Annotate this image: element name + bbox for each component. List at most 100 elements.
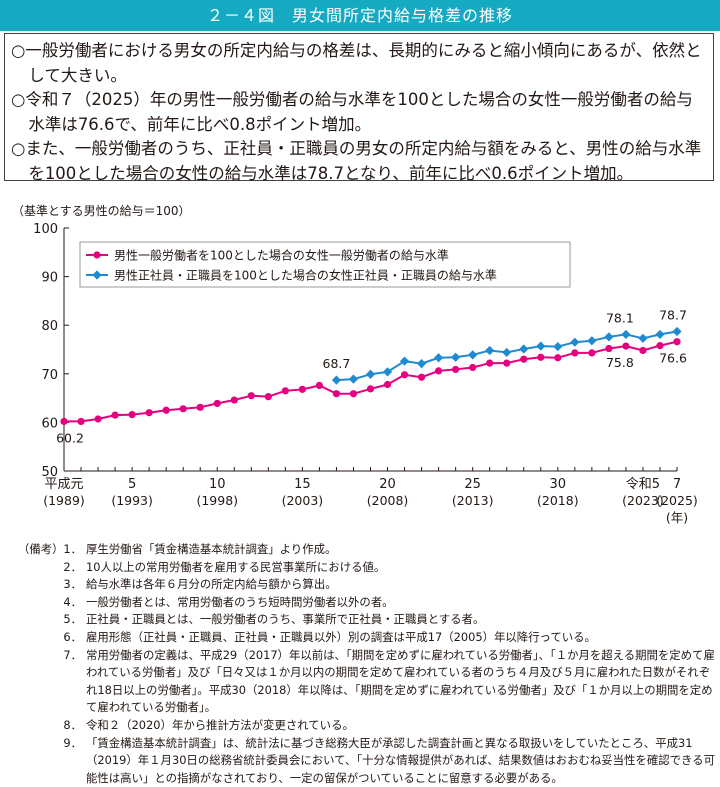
summary-line: ○また、一般労働者のうち、正社員・正職員の男女の所定内給与額をみると、男性の給与… (11, 139, 702, 183)
data-point (400, 371, 409, 379)
note-item: 5． 正社員・正職員とは、一般労働者のうち、事業所で正社員・正職員とする者。 (18, 611, 718, 629)
notes-section: （備考） 1． 厚生労働省「賃金構造基本統計調査」より作成。 2． 10人以上の常用労… (18, 541, 718, 787)
note-item: （備考） 1． 厚生労働省「賃金構造基本統計調査」より作成。 (18, 541, 718, 559)
x-tick-label: 5 (128, 477, 136, 492)
data-point (332, 390, 341, 398)
data-point (605, 344, 613, 353)
note-item: 8． 令和２（2020）年から推計方法が変更されている。 (18, 717, 718, 735)
x-tick-label: 10 (209, 477, 226, 492)
data-label: 68.7 (323, 356, 351, 371)
data-point (485, 345, 495, 356)
x-tick-label: 20 (379, 477, 396, 492)
data-label: 75.8 (606, 355, 634, 370)
note-item: 6． 雇用形態（正社員・正職員、正社員・正職員以外）別の調査は平成17（2005）… (18, 629, 718, 647)
note-item: 3． 給与水準は各年６月分の所定内給与額から算出。 (18, 576, 718, 594)
data-point (571, 349, 579, 357)
legend-box (79, 241, 571, 288)
data-point (383, 380, 392, 389)
data-point (365, 369, 376, 379)
data-point (622, 342, 630, 350)
data-point (638, 333, 648, 343)
summary-line: ○一般労働者における男女の所定内給与の格差は、長期的にみると縮小傾向にあるが、依… (11, 41, 702, 85)
data-point (621, 329, 631, 340)
data-point (230, 396, 238, 404)
data-point (162, 406, 170, 414)
data-point (196, 403, 204, 411)
note-item: 9． 「賃金構造基本統計調査」は、統計法に基づき総務大臣が承認した調査計画と異なる… (18, 735, 718, 787)
data-point (281, 387, 289, 395)
x-tick-sublabel: (2023) (622, 493, 664, 508)
note-number: 1． (63, 542, 82, 556)
data-point (655, 329, 665, 340)
line-chart: （基準とする男性の給与＝100）5060708090100平成元(1989)5(… (12, 203, 698, 525)
x-tick-sublabel: (2013) (452, 493, 494, 508)
y-tick-label: 70 (41, 368, 58, 383)
series-line (64, 340, 678, 423)
data-point (111, 411, 119, 419)
note-text: 10人以上の常用労働者を雇用する民営事業所における値。 (86, 559, 386, 574)
note-text: 雇用形態（正社員・正職員、正社員・正職員以外）別の調査は平成17（2005）年以… (86, 629, 596, 644)
summary-box: ○一般労働者における男女の所定内給与の格差は、長期的にみると縮小傾向にあるが、依… (4, 33, 714, 183)
note-number: 8． (63, 717, 82, 732)
y-tick-label: 90 (41, 271, 58, 286)
note-item: 4． 一般労働者とは、常用労働者のうち短時間労働者以外の者。 (18, 594, 718, 612)
note-text: 常用労働者の定義は、平成29（2017）年以前は、「期間を定めずに雇われている労… (86, 647, 715, 715)
y-tick-label: 80 (41, 319, 58, 334)
data-point (179, 405, 187, 413)
x-tick-label: 15 (294, 477, 311, 492)
data-point (536, 341, 546, 351)
data-point (298, 385, 306, 393)
data-point (349, 390, 358, 398)
data-point (213, 399, 221, 408)
x-tick-label: 平成元 (44, 477, 83, 492)
data-point (486, 359, 494, 367)
data-point (656, 342, 664, 350)
data-point (331, 375, 342, 385)
data-point (382, 367, 393, 377)
y-tick-label: 50 (41, 465, 58, 480)
x-axis-unit: (年) (666, 510, 688, 525)
data-point (554, 354, 562, 362)
note-number: 3． (63, 577, 82, 592)
figure-title: ２－４図 男女間所定内給与格差の推移 (0, 0, 720, 31)
y-tick-label: 60 (41, 416, 58, 431)
data-point (604, 332, 614, 342)
data-label: 60.2 (56, 430, 84, 445)
data-point (588, 349, 596, 357)
data-point (553, 341, 563, 352)
y-tick-label: 100 (33, 222, 58, 237)
data-point (128, 411, 136, 419)
data-point (639, 346, 647, 355)
data-point (247, 392, 255, 400)
note-text: 厚生労働省「賃金構造基本統計調査」より作成。 (86, 542, 337, 556)
note-number: 7． (63, 647, 82, 662)
x-tick-sublabel: (2003) (282, 493, 324, 508)
note-text: 令和２（2020）年から推計方法が変更されている。 (86, 717, 354, 732)
data-label: 76.6 (659, 351, 687, 366)
data-point (60, 417, 68, 426)
data-point (145, 409, 153, 417)
data-point (417, 373, 426, 381)
note-number: 6． (63, 629, 82, 644)
note-number: 4． (63, 594, 82, 609)
x-tick-sublabel: (1993) (111, 493, 153, 508)
data-label: 78.7 (659, 308, 687, 323)
summary-line: ○令和７（2025）年の男性一般労働者の給与水準を100とした場合の女性一般労働… (11, 90, 693, 134)
data-point (452, 365, 460, 374)
x-tick-label: 令和5 (626, 477, 660, 492)
data-point (264, 393, 272, 401)
data-point (468, 350, 478, 360)
note-number: 2． (63, 559, 82, 574)
legend-label: 男性一般労働者を100とした場合の女性一般労働者の給与水準 (114, 248, 449, 263)
data-point (94, 415, 102, 423)
data-point (315, 381, 324, 390)
x-tick-label: 25 (464, 477, 481, 492)
x-tick-sublabel: (2018) (537, 493, 579, 508)
legend-marker (92, 270, 102, 280)
data-point (673, 338, 681, 346)
data-point (399, 356, 410, 366)
x-tick-sublabel: (1998) (196, 493, 238, 508)
data-point (587, 336, 597, 346)
y-axis-label: （基準とする男性の給与＝100） (12, 203, 191, 218)
data-point (537, 353, 545, 361)
